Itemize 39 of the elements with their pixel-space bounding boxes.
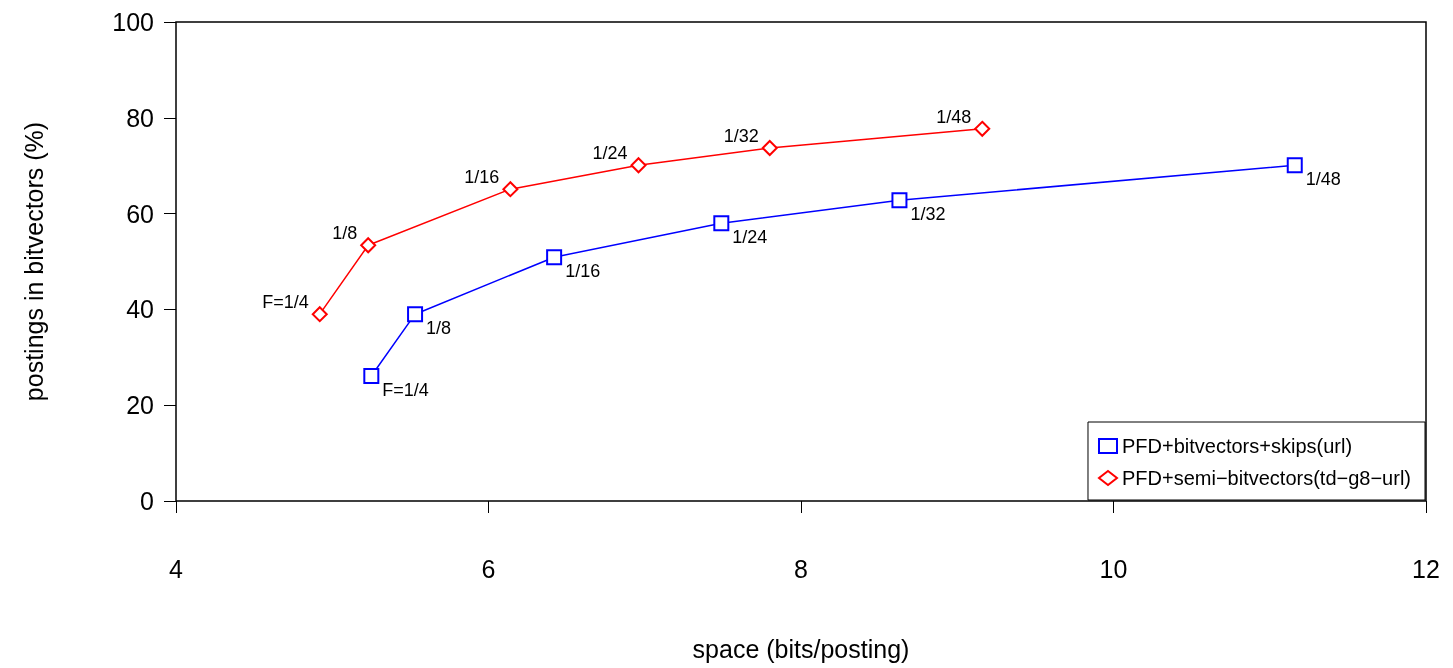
point [502, 181, 519, 198]
x-tick-label: 4 [169, 554, 184, 583]
x-axis-title: space (bits/posting) [692, 634, 910, 663]
annotation: 1/48 [1305, 169, 1341, 190]
annotation: 1/8 [426, 318, 452, 339]
annotation: 1/24 [732, 227, 768, 248]
point [713, 215, 730, 232]
point [761, 139, 778, 156]
point [974, 120, 991, 137]
x-tick-label: 6 [481, 554, 496, 583]
y-tick-label: 0 [140, 487, 154, 515]
point [891, 192, 908, 209]
annotation: 1/8 [332, 223, 358, 244]
annotation: 1/32 [910, 204, 946, 225]
point [311, 306, 328, 323]
point [546, 249, 563, 266]
legend-label: PFD+semi−bitvectors(td−g8−url) [1122, 467, 1412, 489]
point [630, 157, 647, 174]
y-tick-label: 60 [126, 199, 154, 228]
annotation: 1/32 [723, 125, 759, 146]
annotation: 1/48 [936, 106, 972, 127]
annotation: F=1/4 [262, 292, 309, 313]
legend-label: PFD+bitvectors+skips(url) [1122, 435, 1353, 457]
y-tick-label: 100 [112, 8, 154, 36]
annotation: F=1/4 [382, 379, 429, 400]
annotation: 1/16 [565, 261, 601, 282]
x-tick-label: 8 [794, 554, 808, 583]
point [1286, 157, 1303, 174]
y-axis-title: postings in bitvectors (%) [19, 121, 48, 402]
x-tick-label: 10 [1099, 554, 1128, 583]
annotation: 1/16 [464, 167, 500, 188]
y-tick-label: 80 [126, 103, 154, 132]
x-tick-label: 12 [1412, 554, 1440, 583]
annotation: 1/24 [592, 143, 628, 164]
y-tick-label: 40 [126, 295, 154, 324]
y-tick-label: 20 [126, 391, 154, 420]
point [407, 306, 424, 323]
point [360, 237, 377, 254]
point [363, 367, 380, 384]
